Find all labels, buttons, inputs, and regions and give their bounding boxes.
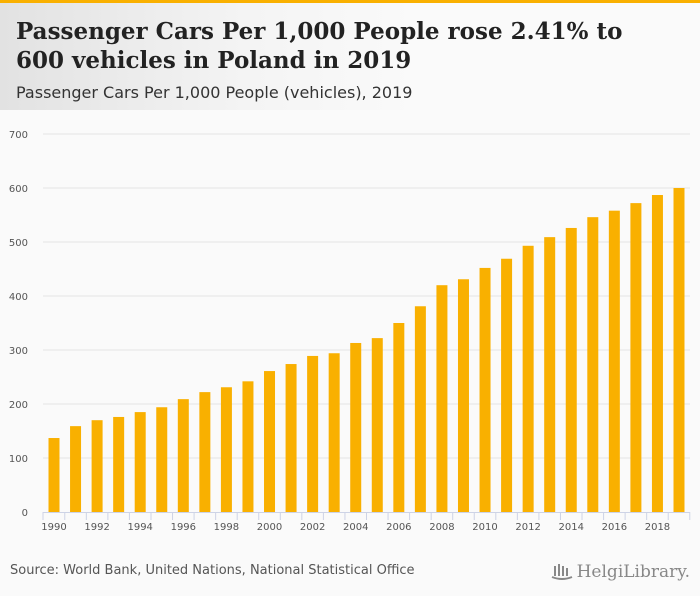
- y-tick-label: 0: [22, 508, 28, 519]
- bar-2002: [307, 355, 319, 512]
- bar-2011: [501, 258, 513, 512]
- x-tick-label: 1990: [41, 522, 66, 533]
- bar-2006: [393, 323, 405, 512]
- logo-text: HelgiLibrary.: [576, 562, 690, 582]
- bar-1994: [134, 412, 146, 512]
- x-tick-label: 2008: [429, 522, 454, 533]
- bar-2016: [608, 210, 620, 512]
- bar-2019: [673, 188, 685, 512]
- chart-title: Passenger Cars Per 1,000 People rose 2.4…: [16, 18, 623, 74]
- x-tick-label: 2006: [386, 522, 411, 533]
- bar-2012: [522, 245, 534, 512]
- y-tick-label: 700: [9, 130, 28, 141]
- chart-subtitle: Passenger Cars Per 1,000 People (vehicle…: [16, 83, 413, 102]
- x-tick-label: 1998: [214, 522, 239, 533]
- y-tick-label: 300: [9, 346, 28, 357]
- bar-2008: [436, 285, 448, 512]
- bar-2003: [328, 353, 340, 512]
- bar-1999: [242, 381, 254, 512]
- accent-bar: [0, 0, 700, 3]
- x-tick-label: 2010: [472, 522, 497, 533]
- bar-2001: [285, 364, 297, 512]
- library-icon: [551, 564, 572, 580]
- bar-1997: [199, 392, 211, 512]
- bar-1998: [220, 387, 232, 512]
- y-tick-label: 200: [9, 400, 28, 411]
- x-tick-label: 1992: [84, 522, 109, 533]
- bar-1991: [70, 426, 82, 512]
- y-tick-label: 600: [9, 184, 28, 195]
- bar-2005: [371, 338, 383, 512]
- helgi-library-logo[interactable]: HelgiLibrary.: [551, 562, 690, 582]
- y-tick-label: 500: [9, 238, 28, 249]
- source-note: Source: World Bank, United Nations, Nati…: [10, 563, 415, 578]
- bar-2014: [565, 227, 577, 512]
- bar-2017: [630, 203, 642, 512]
- bar-1995: [156, 407, 168, 512]
- bar-2015: [587, 217, 599, 512]
- bar-2018: [651, 195, 663, 512]
- bar-1992: [91, 420, 103, 512]
- bar-2013: [544, 237, 556, 512]
- bar-2009: [457, 279, 469, 512]
- bar-1993: [113, 416, 125, 512]
- bar-1996: [177, 399, 189, 512]
- bar-2007: [414, 306, 426, 512]
- header: Passenger Cars Per 1,000 People rose 2.4…: [0, 3, 700, 110]
- bar-2000: [264, 371, 276, 512]
- y-tick-label: 100: [9, 454, 28, 465]
- x-tick-label: 2018: [645, 522, 670, 533]
- x-tick-label: 1996: [171, 522, 196, 533]
- bar-2004: [350, 342, 362, 512]
- bar-1990: [48, 438, 60, 512]
- bar-2010: [479, 267, 491, 512]
- x-tick-label: 2016: [602, 522, 627, 533]
- y-tick-label: 400: [9, 292, 28, 303]
- x-tick-label: 2000: [257, 522, 282, 533]
- x-tick-label: 2012: [515, 522, 540, 533]
- x-tick-label: 2002: [300, 522, 325, 533]
- x-tick-label: 2014: [559, 522, 584, 533]
- x-tick-label: 1994: [127, 522, 152, 533]
- x-tick-label: 2004: [343, 522, 368, 533]
